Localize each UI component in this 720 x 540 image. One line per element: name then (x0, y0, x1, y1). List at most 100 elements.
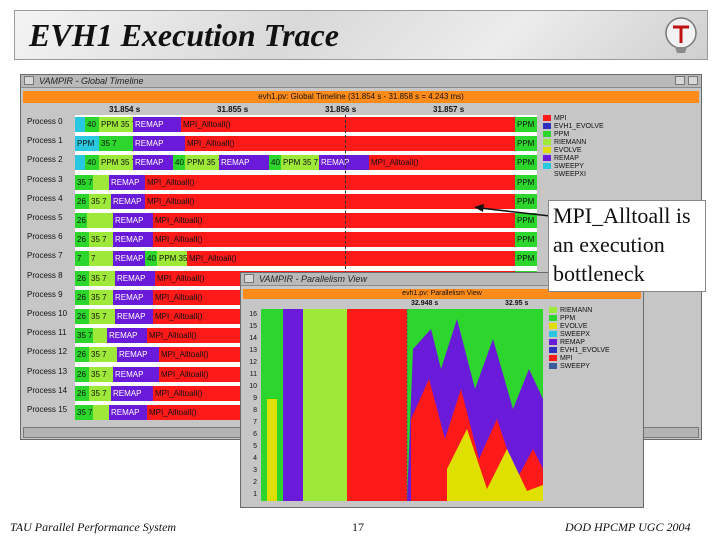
timeline-segment[interactable]: 40 (145, 251, 157, 267)
parallelism-y-label: 1 (253, 491, 257, 498)
timeline-segment[interactable]: 26 (75, 270, 89, 286)
timeline-segment[interactable]: 40 (85, 155, 99, 171)
timeline-segment[interactable]: 35 7 (89, 347, 117, 363)
timeline-segment[interactable]: 40 (173, 155, 185, 171)
timeline-segment[interactable]: 35 7 (75, 328, 93, 344)
timeline-segment[interactable]: 35 7 (99, 136, 133, 152)
window-minimize-button[interactable] (675, 76, 685, 85)
timeline-segment[interactable]: 7 (89, 251, 113, 267)
timeline-segment[interactable]: 35 7 (89, 193, 111, 209)
timeline-segment[interactable]: PPM 35 7 (157, 251, 187, 267)
timeline-segment[interactable] (93, 405, 109, 420)
timeline-segment[interactable]: PPM 35 7 (281, 155, 319, 171)
timeline-segment[interactable]: 7 (75, 251, 89, 267)
window-maximize-button[interactable] (688, 76, 698, 85)
parallelism-window-title: VAMPIR - Parallelism View (241, 273, 643, 286)
timeline-segment[interactable]: MPI_Alltoall() (369, 155, 537, 171)
process-label: Process 5 (27, 213, 63, 222)
timeline-segment[interactable]: 26 (75, 309, 89, 324)
legend-swatch (543, 139, 551, 146)
timeline-segment[interactable]: REMAP (113, 232, 153, 248)
legend-swatch (549, 363, 557, 370)
timeline-segment[interactable]: PPM (515, 213, 537, 228)
timeline-segment[interactable]: REMAP (111, 193, 145, 209)
timeline-segment[interactable]: 26 (75, 347, 89, 363)
timeline-segment[interactable]: REMAP (113, 366, 159, 382)
legend-item: MPI (543, 115, 566, 123)
timeline-segment[interactable]: REMAP (113, 289, 153, 305)
timeline-segment[interactable]: REMAP (133, 117, 181, 132)
process-label: Process 6 (27, 232, 63, 242)
timeline-segment[interactable]: MPI_Alltoall() (187, 251, 537, 267)
legend-swatch (543, 155, 551, 162)
timeline-segment[interactable]: 35 7 (89, 366, 113, 382)
legend-item: RIEMANN (543, 139, 586, 147)
parallelism-y-label: 9 (253, 395, 257, 402)
timeline-segment[interactable]: PPM 35 7 (99, 117, 133, 132)
timeline-segment[interactable] (93, 328, 107, 344)
timeline-segment[interactable]: PPM (515, 155, 537, 171)
timeline-segment[interactable]: 40 (269, 155, 281, 171)
timeline-segment[interactable]: REMAP (113, 251, 145, 267)
timeline-segment[interactable]: REMAP (115, 270, 155, 286)
timeline-segment[interactable]: MPI_Alltoall() (181, 117, 537, 132)
legend-swatch (543, 131, 551, 138)
window-menu-button[interactable] (24, 76, 34, 85)
timeline-segment[interactable]: PPM (515, 193, 537, 209)
timeline-segment[interactable]: 26 35 7 (75, 213, 87, 228)
timeline-segment[interactable]: MPI_Alltoall() (145, 193, 537, 209)
timeline-guide-line (345, 115, 346, 420)
timeline-segment[interactable]: PPM (515, 232, 537, 248)
timeline-segment[interactable]: REMAP (319, 155, 369, 171)
timeline-segment[interactable] (75, 117, 85, 132)
timeline-segment[interactable]: REMAP (109, 174, 145, 190)
timeline-segment[interactable]: 26 (75, 385, 89, 401)
timeline-segment[interactable]: PPM 35 7 (185, 155, 219, 171)
timeline-segment[interactable]: REMAP (111, 385, 153, 401)
timeline-segment[interactable]: 35 7 (89, 270, 115, 286)
timeline-segment[interactable]: PPM (515, 174, 537, 190)
parallelism-plot[interactable] (261, 309, 543, 501)
annotation-arrow-icon (474, 204, 551, 217)
legend-label: EVOLVE (554, 147, 582, 154)
timeline-segment[interactable] (75, 155, 85, 171)
timeline-segment[interactable]: PPM (515, 251, 537, 267)
legend-swatch (543, 115, 551, 122)
process-label: Process 0 (27, 117, 63, 126)
timeline-segment[interactable]: REMAP (133, 136, 185, 152)
legend-item: MPI (549, 355, 572, 363)
timeline-segment[interactable]: REMAP (109, 405, 147, 420)
timeline-segment[interactable]: 26 (75, 289, 89, 305)
timeline-segment[interactable] (87, 213, 113, 228)
timeline-segment[interactable]: REMAP (133, 155, 173, 171)
legend-item: SWEEPY (549, 363, 590, 371)
timeline-segment[interactable]: 35 7 (89, 385, 111, 401)
timeline-segment[interactable]: 26 (75, 232, 89, 248)
timeline-segment[interactable]: REMAP (107, 328, 147, 344)
timeline-segment[interactable]: 35 7 (75, 174, 93, 190)
window-menu-button[interactable] (244, 274, 254, 283)
timeline-segment[interactable]: 35 7 (89, 232, 113, 248)
timeline-segment[interactable]: 35 7 (89, 289, 113, 305)
timeline-segment[interactable]: REMAP (117, 347, 159, 363)
legend-item: SWEEPX (549, 331, 590, 339)
timeline-segment[interactable]: REMAP (219, 155, 269, 171)
timeline-segment[interactable]: 26 (75, 366, 89, 382)
process-label: Process 7 (27, 251, 63, 261)
slide-title: EVH1 Execution Trace (29, 17, 339, 53)
timeline-segment[interactable]: PPM (75, 136, 99, 152)
timeline-segment[interactable]: 35 7 (89, 309, 115, 324)
timeline-segment[interactable]: MPI_Alltoall() (145, 174, 537, 190)
timeline-segment[interactable]: 40 (85, 117, 99, 132)
timeline-segment[interactable]: REMAP (115, 309, 153, 324)
legend-swatch (549, 355, 557, 362)
timeline-segment[interactable] (93, 174, 109, 190)
timeline-segment[interactable]: PPM (515, 136, 537, 152)
legend-swatch (549, 339, 557, 346)
timeline-segment[interactable]: 35 7 (75, 405, 93, 420)
timeline-segment[interactable]: PPM 35 7 (99, 155, 133, 171)
timeline-segment[interactable]: REMAP (113, 213, 153, 228)
timeline-segment[interactable]: PPM (515, 117, 537, 132)
timeline-segment[interactable]: MPI_Alltoall() (185, 136, 537, 152)
timeline-segment[interactable]: 26 (75, 193, 89, 209)
